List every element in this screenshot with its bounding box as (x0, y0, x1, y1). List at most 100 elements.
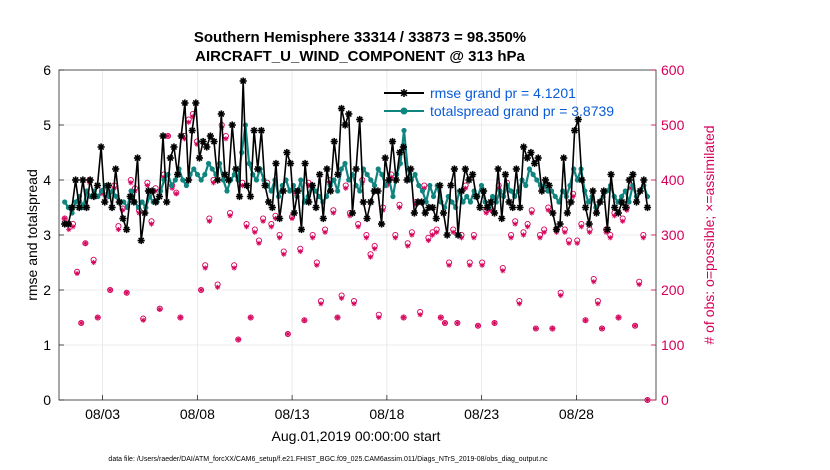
obs-assimilated-point (215, 284, 221, 290)
obs-assimilated-point (268, 224, 274, 230)
rmse-point (527, 148, 535, 157)
obs-assimilated-point (636, 281, 642, 288)
obs-assimilated-point (467, 262, 473, 268)
rmse-point (159, 132, 167, 140)
totalspread-point (183, 182, 190, 189)
totalspread-point (574, 177, 580, 183)
rmse-point (86, 176, 94, 184)
obs-assimilated-point (248, 314, 254, 321)
totalspread-point (390, 193, 396, 200)
obs-assimilated-point (144, 182, 150, 189)
rmse-point (301, 159, 309, 168)
rmse-point (170, 143, 178, 151)
totalspread-point (205, 160, 212, 167)
rmse-point (228, 121, 236, 129)
rmse-point (611, 203, 619, 212)
obs-assimilated-point (210, 180, 217, 186)
obs-assimilated-point (231, 265, 237, 271)
obs-assimilated-point (281, 251, 287, 257)
obs-assimilated-point (173, 191, 179, 197)
totalspread-point (246, 160, 252, 167)
obs-assimilated-point (479, 262, 485, 268)
obs-assimilated-point (157, 306, 163, 312)
rmse-point (396, 148, 404, 157)
obs-assimilated-point (483, 210, 489, 216)
totalspread-point (113, 193, 119, 200)
rmse-point (520, 143, 528, 151)
obs-assimilated-point (198, 287, 204, 293)
y2-tick-label: 100 (661, 337, 685, 353)
obs-assimilated-point (91, 259, 97, 266)
x-tick-label: 08/28 (559, 406, 594, 422)
rmse-point (181, 99, 189, 107)
obs-assimilated-point (95, 314, 101, 321)
y-tick-label: 3 (43, 227, 51, 243)
rmse-point (174, 170, 182, 179)
totalspread-point (556, 199, 562, 205)
rmse-point (348, 209, 357, 217)
obs-assimilated-point (392, 235, 398, 241)
rmse-point (607, 170, 615, 179)
rmse-point (312, 203, 320, 212)
rmse-point (476, 203, 484, 212)
rmse-point (275, 214, 284, 223)
y-tick-label: 0 (43, 392, 51, 408)
rmse-point (294, 187, 302, 195)
obs-assimilated-point (587, 229, 593, 235)
rmse-point (567, 198, 575, 206)
rmse-point (596, 198, 604, 206)
y2-tick-label: 0 (661, 392, 669, 408)
totalspread-point (626, 199, 632, 205)
rmse-point (130, 198, 138, 206)
rmse-point (290, 209, 298, 217)
obs-assimilated-point (355, 224, 361, 230)
totalspread-point (62, 199, 68, 205)
obs-assimilated-point (62, 215, 68, 222)
obs-assimilated-point (545, 207, 551, 213)
rmse-point (421, 209, 429, 217)
rmse-point (163, 198, 171, 206)
obs-assimilated-point (516, 301, 522, 307)
obs-assimilated-point (128, 180, 134, 186)
rmse-point (261, 181, 269, 190)
totalspread-point (73, 199, 79, 205)
rmse-point (239, 77, 247, 85)
rmse-point (119, 214, 127, 223)
rmse-point (574, 115, 582, 124)
y2-axis-label: # of obs: o=possible; ×=assimilated (701, 125, 717, 344)
totalspread-point (508, 188, 514, 194)
rmse-point (316, 170, 324, 179)
rmse-point (166, 154, 174, 162)
chart-subtitle: AIRCRAFT_U_WIND_COMPONENT @ 313 hPa (195, 48, 525, 65)
x-tick-label: 08/03 (85, 406, 120, 422)
rmse-point (68, 203, 76, 212)
obs-assimilated-point (401, 314, 407, 321)
totalspread-point (194, 171, 201, 178)
y-tick-label: 6 (43, 62, 51, 78)
rmse-point (560, 154, 568, 162)
rmse-point (319, 214, 327, 223)
rmse-point (538, 187, 546, 195)
legend-rmse-marker (400, 89, 408, 97)
rmse-point (632, 198, 641, 206)
rmse-point (556, 220, 564, 228)
rmse-point (235, 192, 244, 201)
rmse-point (388, 137, 397, 146)
totalspread-point (619, 193, 625, 200)
obs-assimilated-point (644, 397, 651, 403)
totalspread-point (95, 193, 101, 200)
rmse-point (563, 209, 571, 217)
rmse-point (246, 192, 255, 201)
totalspread-point (615, 199, 621, 205)
totalspread-point (224, 188, 230, 194)
rmse-point (352, 165, 360, 173)
rmse-point (552, 225, 561, 234)
obs-assimilated-point (78, 320, 84, 326)
obs-assimilated-point (434, 229, 440, 235)
footnote: data file: /Users/raeder/DAI/ATM_forcXX/… (108, 456, 548, 463)
obs-assimilated-point (541, 229, 547, 235)
rmse-point (148, 187, 156, 195)
rmse-point (341, 121, 349, 129)
rmse-point (545, 181, 553, 190)
obs-assimilated-point (562, 229, 568, 235)
